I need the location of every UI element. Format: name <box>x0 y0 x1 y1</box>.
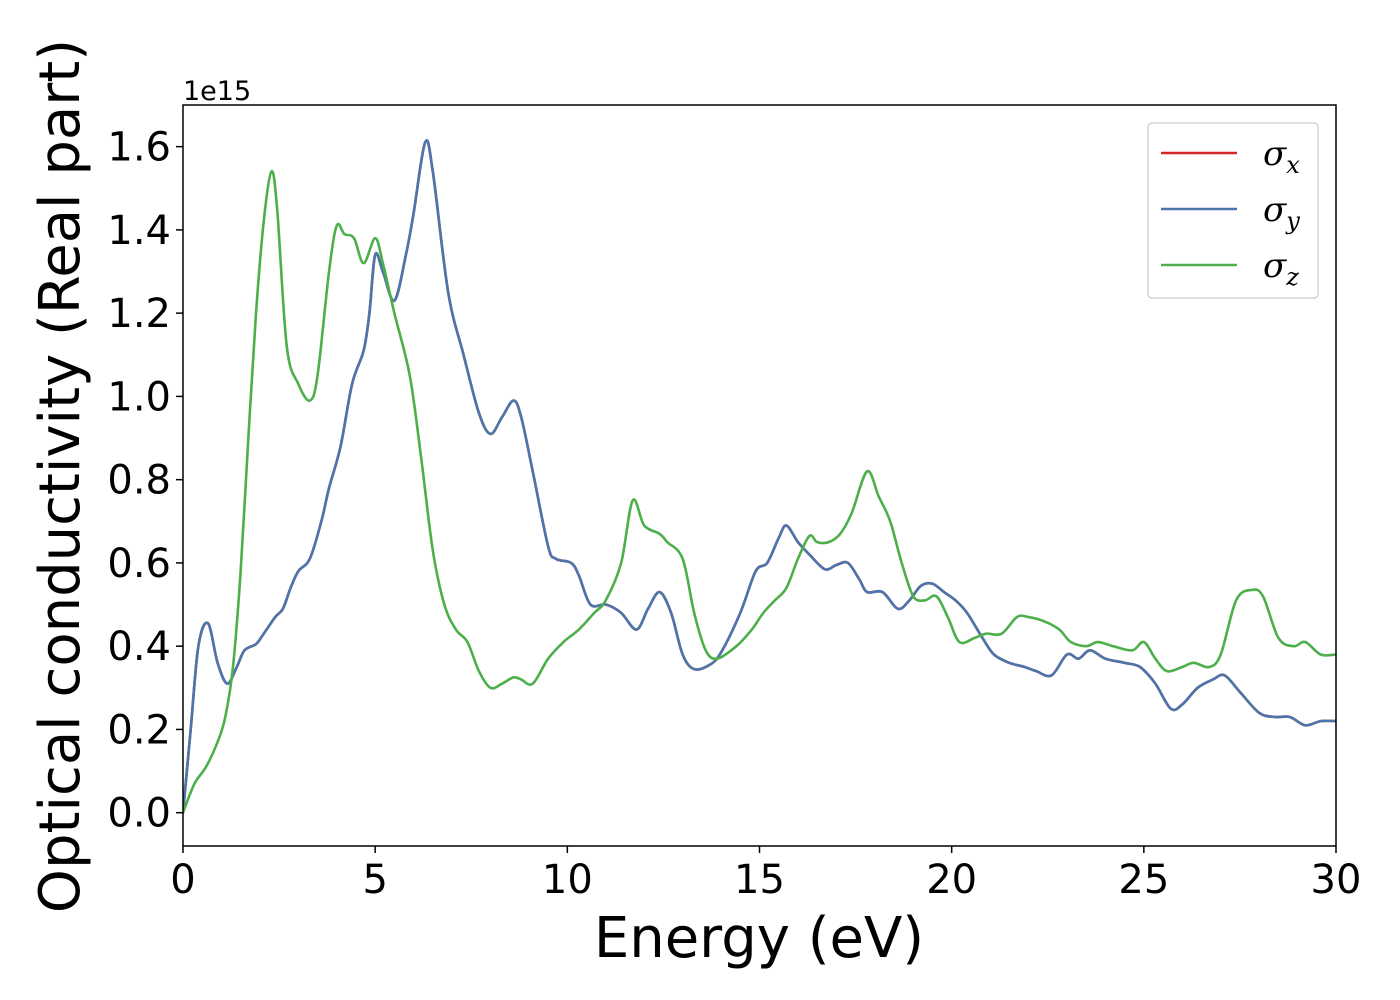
y-axis-title: Optical conductivity (Real part) <box>28 39 93 913</box>
x-tick-label: 20 <box>926 857 977 903</box>
x-axis: 0 5 10 15 20 25 30 <box>170 846 1361 903</box>
y-tick-label: 0.2 <box>107 707 171 753</box>
y-tick-label: 0.6 <box>107 541 171 587</box>
series-line-z <box>183 170 1336 814</box>
x-tick-label: 10 <box>542 857 593 903</box>
legend-label-y: σy <box>1263 190 1300 235</box>
y-tick-label: 1.6 <box>107 125 171 171</box>
series-layer <box>183 139 1336 814</box>
x-axis-title: Energy (eV) <box>594 906 924 971</box>
y-offset-text: 1e15 <box>183 76 251 107</box>
x-tick-label: 30 <box>1311 857 1362 903</box>
legend-label-x: σx <box>1263 134 1300 179</box>
y-tick-label: 1.2 <box>107 291 171 337</box>
y-tick-label: 1.0 <box>107 374 171 420</box>
legend-frame <box>1147 122 1319 299</box>
y-tick-label: 1.4 <box>107 208 171 254</box>
y-tick-label: 0.0 <box>107 791 171 837</box>
x-tick-label: 15 <box>734 857 785 903</box>
legend-label-z: σz <box>1263 246 1299 291</box>
x-tick-label: 5 <box>362 857 387 903</box>
y-tick-label: 0.8 <box>107 458 171 504</box>
y-axis: 0.0 0.2 0.4 0.6 0.8 1.0 1.2 1.4 1.6 <box>107 125 183 837</box>
y-tick-label: 0.4 <box>107 624 171 670</box>
x-tick-label: 25 <box>1118 857 1169 903</box>
series-line-y <box>183 139 1336 814</box>
x-tick-label: 0 <box>170 857 195 903</box>
legend: σx σy σz <box>1147 122 1319 299</box>
